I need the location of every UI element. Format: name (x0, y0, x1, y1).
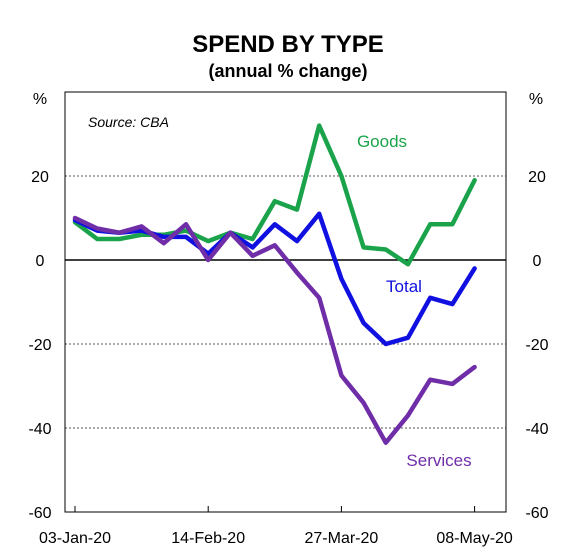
y-tick-label-right: 0 (533, 253, 542, 270)
source-note: Source: CBA (88, 114, 169, 130)
y-tick-label-left: -20 (28, 337, 51, 354)
y-tick-label-right: -20 (525, 337, 548, 354)
y-tick-label-left: 20 (31, 169, 49, 186)
series-line-goods (72, 123, 477, 267)
series-label-goods: Goods (357, 132, 407, 151)
y-tick-labels-right: 20 0 -20 -40 -60 (525, 169, 548, 522)
x-tick-labels: 03-Jan-20 14-Feb-20 27-Mar-20 08-May-20 (39, 506, 513, 547)
series-label-total: Total (386, 277, 422, 296)
chart-subtitle: (annual % change) (208, 61, 367, 81)
x-tick-label: 08-May-20 (436, 530, 513, 547)
x-tick-label: 03-Jan-20 (39, 530, 111, 547)
y-tick-label-left: -40 (28, 421, 51, 438)
chart-title: SPEND BY TYPE (192, 31, 384, 58)
y-tick-labels-left: 20 0 -20 -40 -60 (28, 169, 51, 522)
y-tick-label-left: 0 (36, 253, 45, 270)
y-tick-label-right: 20 (528, 169, 546, 186)
plot-frame (64, 91, 507, 513)
series-line-services (72, 215, 477, 445)
series-label-services: Services (406, 451, 471, 470)
series-lines (72, 123, 477, 445)
y-tick-label-right: -60 (525, 505, 548, 522)
y-unit-left: % (33, 91, 47, 108)
x-tick-label: 14-Feb-20 (171, 530, 245, 547)
y-unit-right: % (529, 91, 543, 108)
x-tick-label: 27-Mar-20 (304, 530, 378, 547)
y-tick-label-left: -60 (28, 505, 51, 522)
series-line-total (72, 211, 477, 347)
y-tick-label-right: -40 (525, 421, 548, 438)
